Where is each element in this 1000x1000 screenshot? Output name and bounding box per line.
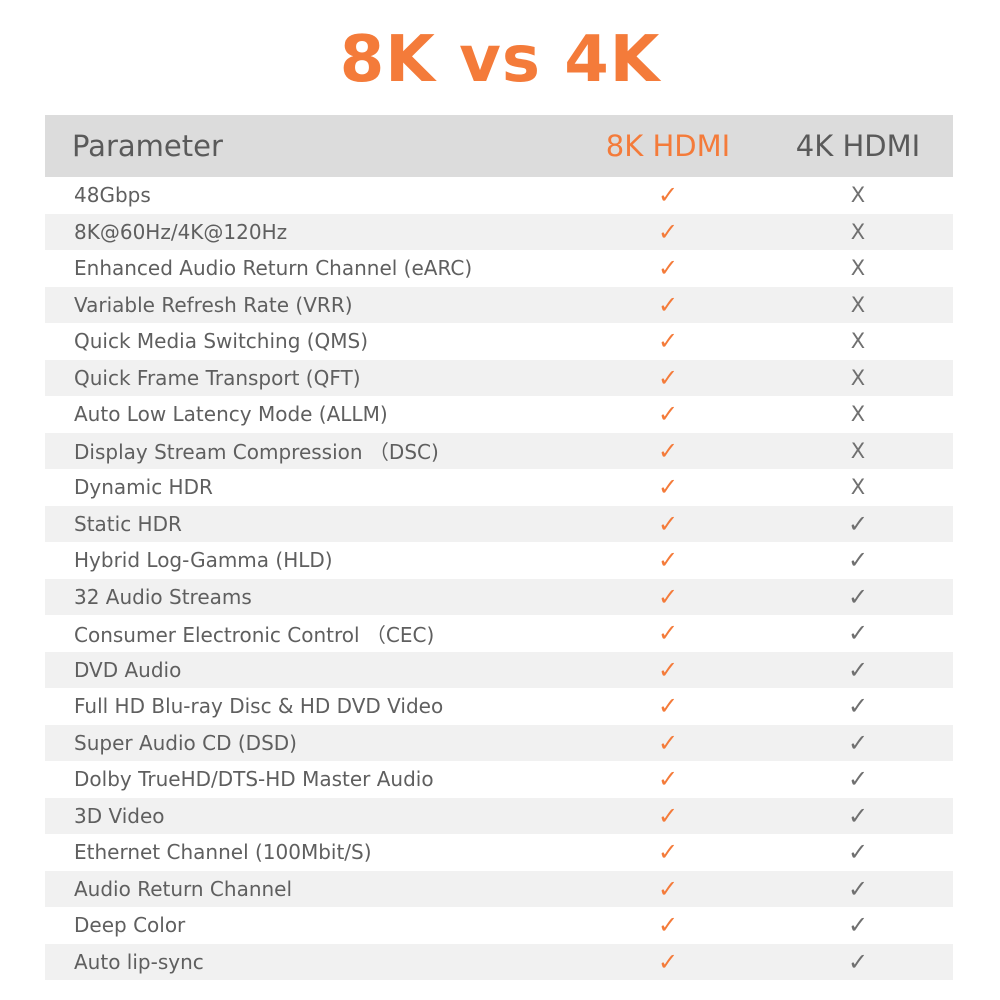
check-icon: ✓ [657, 874, 679, 903]
table-row: Variable Refresh Rate (VRR) ✓ X [45, 286, 953, 323]
check-icon: ✓ [657, 181, 679, 210]
parameter-label: Consumer Electronic Control （CEC) [74, 622, 435, 647]
table-row: 48Gbps ✓ X [45, 177, 953, 214]
cross-icon: X [850, 219, 866, 244]
table-row: 32 Audio Streams ✓ ✓ [45, 578, 953, 615]
check-icon: ✓ [657, 728, 679, 757]
table-row: Auto Low Latency Mode (ALLM) ✓ X [45, 396, 953, 433]
check-icon: ✓ [657, 546, 679, 575]
table-row: Dynamic HDR ✓ X [45, 469, 953, 506]
check-icon: ✓ [657, 509, 679, 538]
table-row: Auto lip-sync ✓ ✓ [45, 943, 953, 980]
check-icon: ✓ [847, 765, 869, 794]
table-row: Dolby TrueHD/DTS-HD Master Audio ✓ ✓ [45, 761, 953, 798]
check-icon: ✓ [847, 838, 869, 867]
check-icon: ✓ [657, 327, 679, 356]
check-icon: ✓ [847, 801, 869, 830]
table-row: Quick Media Switching (QMS) ✓ X [45, 323, 953, 360]
table-row: Quick Frame Transport (QFT) ✓ X [45, 359, 953, 396]
parameter-label: Quick Frame Transport (QFT) [74, 365, 361, 390]
parameter-label: Hybrid Log-Gamma (HLD) [74, 548, 333, 573]
parameter-label: Audio Return Channel [74, 876, 293, 901]
parameter-label: Super Audio CD (DSD) [74, 730, 297, 755]
cross-icon: X [850, 402, 866, 427]
header-8k-hdmi: 8K HDMI [605, 129, 731, 163]
table-row: Enhanced Audio Return Channel (eARC) ✓ X [45, 250, 953, 287]
table-row: DVD Audio ✓ ✓ [45, 651, 953, 688]
check-icon: ✓ [847, 874, 869, 903]
header-4k-hdmi: 4K HDMI [795, 129, 921, 163]
check-icon: ✓ [847, 911, 869, 940]
parameter-label: DVD Audio [74, 657, 182, 682]
parameter-label: 8K@60Hz/4K@120Hz [74, 219, 288, 244]
parameter-label: Enhanced Audio Return Channel (eARC) [74, 256, 473, 281]
check-icon: ✓ [847, 947, 869, 976]
check-icon: ✓ [847, 546, 869, 575]
check-icon: ✓ [657, 911, 679, 940]
check-icon: ✓ [847, 619, 869, 648]
check-icon: ✓ [657, 217, 679, 246]
check-icon: ✓ [657, 290, 679, 319]
table-row: Audio Return Channel ✓ ✓ [45, 870, 953, 907]
check-icon: ✓ [657, 655, 679, 684]
check-icon: ✓ [657, 838, 679, 867]
parameter-label: Ethernet Channel (100Mbit/S) [74, 840, 372, 865]
cross-icon: X [850, 256, 866, 281]
table-row: Static HDR ✓ ✓ [45, 505, 953, 542]
table-row: 8K@60Hz/4K@120Hz ✓ X [45, 213, 953, 250]
cross-icon: X [850, 475, 866, 500]
parameter-label: 32 Audio Streams [74, 584, 252, 609]
parameter-label: Full HD Blu-ray Disc & HD DVD Video [74, 694, 444, 719]
parameter-label: Auto lip-sync [74, 949, 204, 974]
parameter-label: Display Stream Compression （DSC) [74, 440, 439, 465]
check-icon: ✓ [657, 619, 679, 648]
cross-icon: X [850, 438, 866, 463]
table-header: Parameter 8K HDMI 4K HDMI [45, 115, 953, 177]
parameter-label: Variable Refresh Rate (VRR) [74, 292, 353, 317]
parameter-label: Quick Media Switching (QMS) [74, 329, 369, 354]
table-row: Display Stream Compression （DSC) ✓ X [45, 432, 953, 469]
parameter-label: Dolby TrueHD/DTS-HD Master Audio [74, 767, 434, 792]
parameter-label: 48Gbps [74, 183, 151, 208]
table-row: Consumer Electronic Control （CEC) ✓ ✓ [45, 615, 953, 652]
check-icon: ✓ [657, 692, 679, 721]
page-title: 8K vs 4K [339, 23, 661, 97]
cross-icon: X [850, 183, 866, 208]
check-icon: ✓ [657, 400, 679, 429]
parameter-label: 3D Video [74, 803, 165, 828]
table-row: Full HD Blu-ray Disc & HD DVD Video ✓ ✓ [45, 688, 953, 725]
check-icon: ✓ [847, 655, 869, 684]
table-row: Super Audio CD (DSD) ✓ ✓ [45, 724, 953, 761]
header-parameter: Parameter [72, 129, 223, 163]
table-row: 3D Video ✓ ✓ [45, 797, 953, 834]
table-row: Hybrid Log-Gamma (HLD) ✓ ✓ [45, 542, 953, 579]
check-icon: ✓ [847, 692, 869, 721]
check-icon: ✓ [657, 801, 679, 830]
check-icon: ✓ [657, 765, 679, 794]
check-icon: ✓ [847, 728, 869, 757]
comparison-table: Parameter 8K HDMI 4K HDMI 48Gbps ✓ X 8K@60H… [45, 115, 953, 980]
check-icon: ✓ [657, 254, 679, 283]
cross-icon: X [850, 329, 866, 354]
parameter-label: Auto Low Latency Mode (ALLM) [74, 402, 388, 427]
table-row: Deep Color ✓ ✓ [45, 907, 953, 944]
parameter-label: Deep Color [74, 913, 186, 938]
check-icon: ✓ [657, 473, 679, 502]
check-icon: ✓ [657, 947, 679, 976]
table-row: Ethernet Channel (100Mbit/S) ✓ ✓ [45, 834, 953, 871]
check-icon: ✓ [657, 436, 679, 465]
cross-icon: X [850, 365, 866, 390]
check-icon: ✓ [847, 509, 869, 538]
check-icon: ✓ [657, 363, 679, 392]
parameter-label: Dynamic HDR [74, 475, 213, 500]
check-icon: ✓ [847, 582, 869, 611]
check-icon: ✓ [657, 582, 679, 611]
cross-icon: X [850, 292, 866, 317]
parameter-label: Static HDR [74, 511, 182, 536]
